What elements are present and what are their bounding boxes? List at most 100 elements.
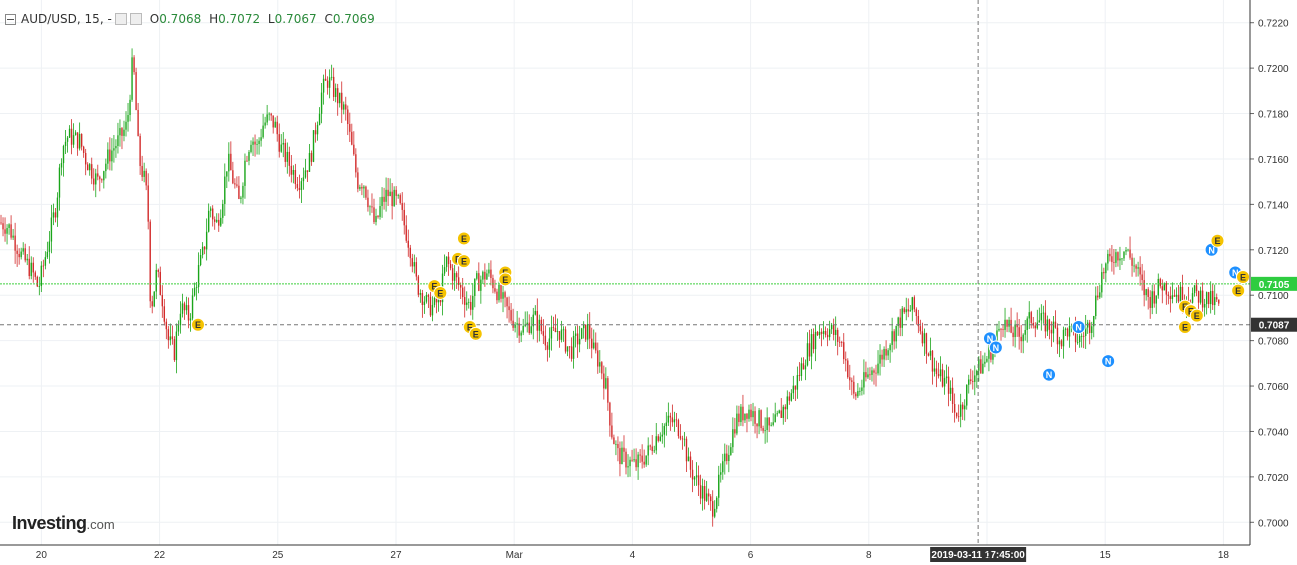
candle-body	[1024, 329, 1026, 335]
candle-body	[734, 429, 736, 434]
candle-body	[502, 292, 504, 299]
ohlc-values: O0.7068 H0.7072 L0.7067 C0.7069	[149, 12, 375, 26]
candle-body	[367, 197, 369, 208]
candle-body	[947, 376, 950, 394]
candle-body	[703, 486, 706, 501]
event-marker-letter: E	[1182, 323, 1188, 333]
candle-body	[433, 297, 436, 305]
candle-body	[964, 405, 966, 410]
candle-body	[691, 469, 694, 480]
candle-body	[149, 221, 151, 302]
candle-body	[1119, 258, 1121, 261]
candle-body	[242, 185, 244, 198]
y-tick-label: 0.7120	[1258, 246, 1289, 257]
economic-event-marker	[498, 272, 513, 287]
candle-body	[197, 265, 200, 288]
candle-body	[1129, 249, 1131, 258]
event-marker-letter: E	[1240, 273, 1246, 283]
candle-body	[74, 132, 77, 136]
candle-body	[445, 256, 448, 268]
candle-body	[137, 109, 139, 137]
candle-body	[226, 171, 228, 177]
candle-body	[167, 329, 170, 341]
candle-body	[193, 287, 196, 296]
candle-body	[87, 164, 89, 171]
candle-body	[607, 378, 609, 403]
candle-body	[1123, 251, 1125, 259]
candle-body	[1052, 321, 1055, 334]
candle-body	[157, 269, 159, 272]
settings-icon[interactable]	[114, 13, 127, 25]
candle-body	[587, 324, 589, 340]
candle-body	[1145, 289, 1147, 296]
candle-body	[568, 346, 571, 348]
candle-body	[431, 304, 434, 316]
candle-body	[326, 80, 329, 88]
candle-body	[564, 329, 567, 352]
candle-body	[427, 294, 430, 297]
candle-body	[24, 248, 26, 261]
candle-body	[72, 135, 75, 145]
candle-body	[26, 258, 28, 261]
candle-body	[234, 183, 236, 185]
candle-body	[780, 410, 782, 418]
candle-body	[776, 413, 778, 415]
candle-body	[1064, 328, 1067, 330]
candle-body	[584, 324, 587, 340]
x-tick-label: 18	[1218, 550, 1230, 561]
candle-body	[205, 231, 208, 250]
candle-body	[1038, 320, 1041, 323]
candle-body	[843, 342, 845, 360]
candle-body	[1214, 297, 1216, 306]
candle-body	[484, 271, 486, 280]
candle-body	[687, 456, 690, 462]
candle-body	[613, 437, 615, 445]
candle-body	[147, 185, 149, 222]
candle-body	[119, 128, 121, 136]
candle-body	[417, 276, 420, 295]
candle-body	[1137, 267, 1139, 269]
candle-body	[20, 251, 22, 258]
candle-body	[486, 273, 488, 280]
candle-body	[403, 209, 405, 226]
candle-body	[375, 215, 377, 223]
candle-body	[1020, 336, 1022, 342]
candle-body	[625, 451, 627, 468]
candle-body	[270, 113, 272, 116]
candle-body	[653, 450, 655, 452]
candles	[0, 48, 1220, 527]
candle-body	[1080, 335, 1083, 337]
candle-body	[155, 269, 157, 292]
collapse-icon[interactable]	[5, 13, 16, 25]
candle-body	[526, 322, 528, 325]
candle-body	[10, 224, 12, 238]
candle-body	[562, 329, 565, 331]
candle-body	[490, 269, 492, 279]
candle-body	[570, 346, 573, 359]
candle-body	[697, 475, 700, 486]
candle-body	[873, 370, 875, 373]
candle-body	[949, 387, 952, 394]
candle-body	[316, 124, 319, 135]
candle-body	[750, 409, 752, 418]
candle-body	[865, 372, 867, 378]
candle-body	[566, 346, 569, 352]
candle-body	[125, 121, 127, 130]
candle-body	[70, 128, 73, 145]
candle-body	[580, 328, 583, 339]
event-marker-letter: E	[461, 234, 467, 244]
candle-body	[832, 324, 835, 335]
candle-body	[228, 153, 230, 172]
candle-body	[131, 57, 133, 100]
candle-body	[572, 335, 575, 359]
candle-body	[728, 454, 730, 462]
candle-body	[885, 348, 887, 356]
candle-body	[365, 186, 367, 198]
candle-body	[322, 78, 325, 93]
close-icon[interactable]	[129, 13, 142, 25]
candle-body	[812, 334, 815, 350]
candle-body	[578, 338, 581, 345]
candle-body	[266, 114, 268, 123]
